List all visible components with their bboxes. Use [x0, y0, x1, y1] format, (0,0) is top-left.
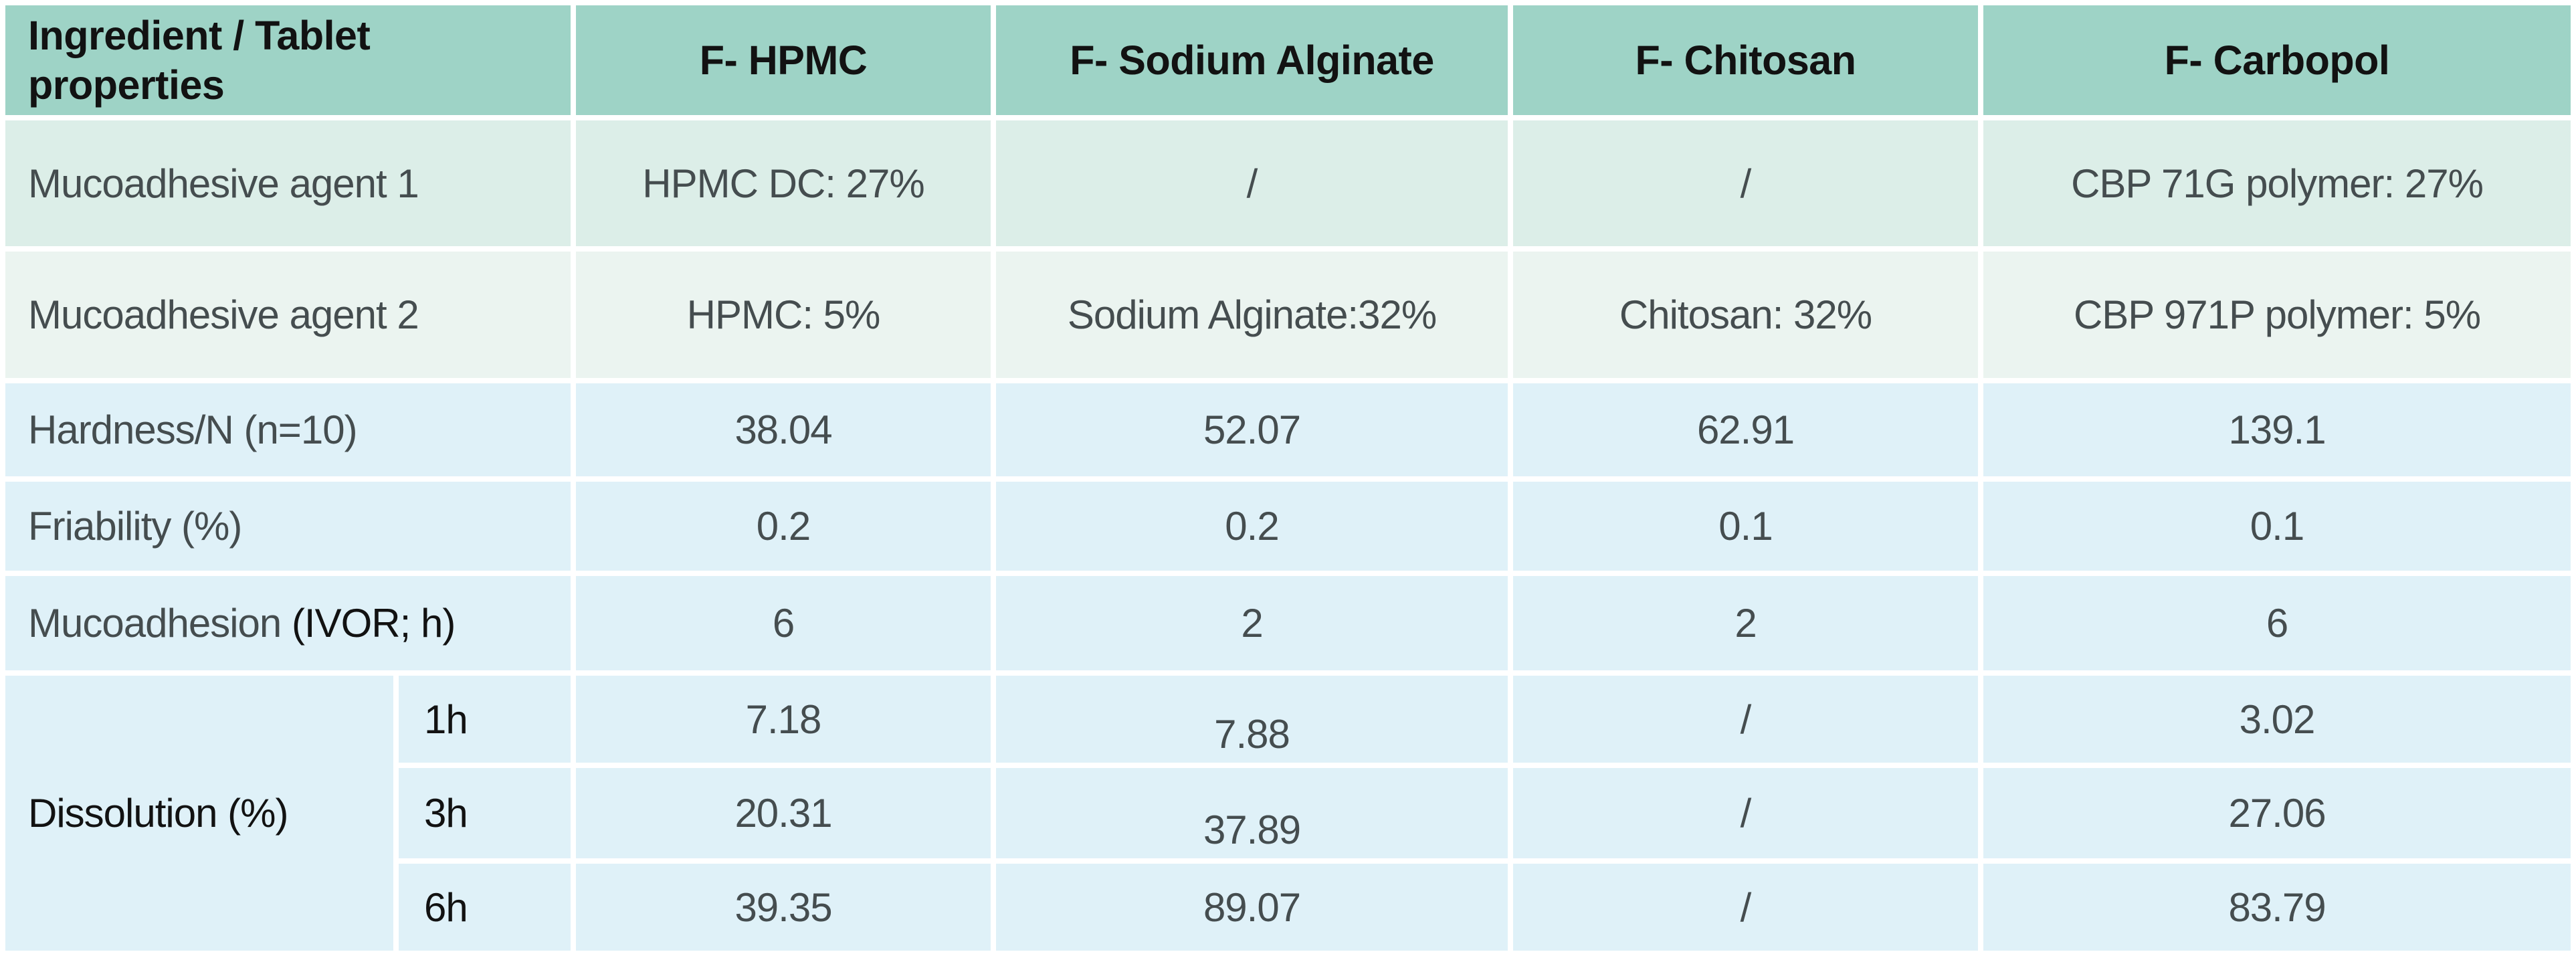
data-cell: 52.07	[996, 383, 1508, 476]
data-cell: 0.1	[1513, 482, 1979, 571]
row-mucoadhesive-agent-1: Mucoadhesive agent 1 HPMC DC: 27% / / CB…	[5, 120, 2571, 246]
data-cell: 39.35	[576, 864, 991, 951]
row-dissolution-3h: 3h 20.31 37.89 / 27.06	[5, 768, 2571, 858]
data-cell: /	[1513, 676, 1979, 763]
row-dissolution-6h: 6h 39.35 89.07 / 83.79	[5, 864, 2571, 951]
header-cell-f-carbopol: F- Carbopol	[1983, 5, 2571, 115]
data-cell: 139.1	[1983, 383, 2571, 476]
time-label-3h: 3h	[399, 768, 571, 858]
data-cell: 6	[576, 576, 991, 670]
row-mucoadhesion: Mucoadhesion (IVOR; h) 6 2 2 6	[5, 576, 2571, 670]
data-cell: 2	[996, 576, 1508, 670]
data-cell: 89.07	[996, 864, 1508, 951]
row-label: Mucoadhesive agent 2	[5, 252, 571, 378]
data-cell: 7.88	[996, 676, 1508, 763]
row-label: Hardness/N (n=10)	[5, 383, 571, 476]
data-cell: 0.1	[1983, 482, 2571, 571]
data-cell: 62.91	[1513, 383, 1979, 476]
data-cell: HPMC DC: 27%	[576, 120, 991, 246]
data-cell: 0.2	[996, 482, 1508, 571]
header-cell-f-chitosan: F- Chitosan	[1513, 5, 1979, 115]
row-label: Mucoadhesion (IVOR; h)	[5, 576, 571, 670]
data-cell: /	[1513, 864, 1979, 951]
row-label-text: Mucoadhesion	[28, 601, 292, 646]
data-cell: 37.89	[996, 768, 1508, 858]
data-cell: 7.18	[576, 676, 991, 763]
row-label: Friability (%)	[5, 482, 571, 571]
header-cell-f-hpmc: F- HPMC	[576, 5, 991, 115]
header-row: Ingredient / Tablet properties F- HPMC F…	[5, 5, 2571, 115]
time-label-6h: 6h	[399, 864, 571, 951]
data-cell: Sodium Alginate:32%	[996, 252, 1508, 378]
data-cell: 2	[1513, 576, 1979, 670]
row-label: Mucoadhesive agent 1	[5, 120, 571, 246]
data-cell: 3.02	[1983, 676, 2571, 763]
row-dissolution-1h: Dissolution (%) 1h 7.18 7.88 / 3.02	[5, 676, 2571, 951]
row-label-unit: (IVOR; h)	[291, 601, 456, 646]
data-cell: 83.79	[1983, 864, 2571, 951]
data-cell: 6	[1983, 576, 2571, 670]
header-cell-ingredient-properties: Ingredient / Tablet properties	[5, 5, 571, 115]
data-cell: CBP 71G polymer: 27%	[1983, 120, 2571, 246]
row-mucoadhesive-agent-2: Mucoadhesive agent 2 HPMC: 5% Sodium Alg…	[5, 252, 2571, 378]
dissolution-label: Dissolution (%)	[5, 676, 393, 951]
data-cell: Chitosan: 32%	[1513, 252, 1979, 378]
row-friability: Friability (%) 0.2 0.2 0.1 0.1	[5, 482, 2571, 571]
data-cell: 20.31	[576, 768, 991, 858]
data-cell: 27.06	[1983, 768, 2571, 858]
header-cell-f-sodium-alginate: F- Sodium Alginate	[996, 5, 1508, 115]
data-cell: 0.2	[576, 482, 991, 571]
data-cell: /	[996, 120, 1508, 246]
data-cell: /	[1513, 120, 1979, 246]
data-cell: HPMC: 5%	[576, 252, 991, 378]
data-cell: CBP 971P polymer: 5%	[1983, 252, 2571, 378]
time-label-1h: 1h	[399, 676, 571, 763]
row-hardness: Hardness/N (n=10) 38.04 52.07 62.91 139.…	[5, 383, 2571, 476]
data-cell: 38.04	[576, 383, 991, 476]
data-cell: /	[1513, 768, 1979, 858]
